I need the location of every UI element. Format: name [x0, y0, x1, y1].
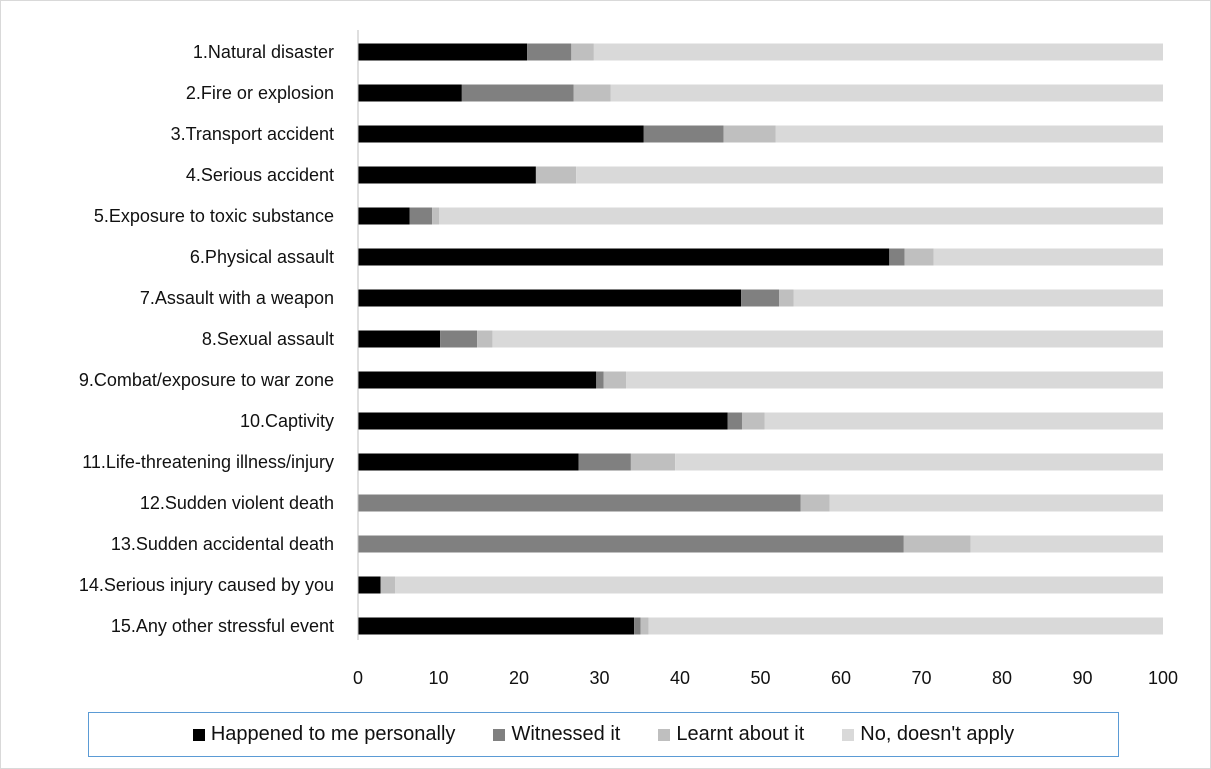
category-label: 8.Sexual assault: [202, 329, 334, 349]
bar-segment: [358, 576, 381, 594]
category-label: 6.Physical assault: [190, 247, 334, 267]
bar-segment: [358, 207, 410, 225]
legend-label: No, doesn't apply: [860, 723, 1015, 745]
category-labels: 1.Natural disaster 2.Fire or explosion 3.T…: [79, 42, 334, 636]
legend-swatch: [658, 728, 671, 741]
legend-swatch: [842, 728, 855, 741]
legend-swatch: [493, 728, 506, 741]
category-label: 12.Sudden violent death: [140, 493, 334, 513]
x-tick-label: 80: [992, 668, 1012, 688]
category-label: 11.Life-threatening illness/injury: [82, 452, 334, 472]
category-label: 7.Assault with a weapon: [140, 288, 334, 308]
bar-segment: [461, 84, 574, 102]
bar-segment: [578, 453, 631, 471]
bar-segment: [358, 494, 801, 512]
bar-segment: [358, 125, 644, 143]
x-axis: 0 10 20 30 40 50 60 70 80 90 100: [353, 30, 1178, 688]
bar-segment: [675, 453, 1163, 471]
category-label: 5.Exposure to toxic substance: [94, 206, 334, 226]
bar-segment: [358, 330, 441, 348]
bar-segment: [626, 371, 1163, 389]
bar-segment: [358, 166, 536, 184]
bar-segment: [610, 84, 1163, 102]
bar-segment: [648, 617, 1163, 635]
legend-label: Happened to me personally: [210, 723, 456, 745]
bar-segment: [829, 494, 1163, 512]
bar-segment: [573, 84, 611, 102]
bar-segment: [596, 371, 604, 389]
category-label: 13.Sudden accidental death: [111, 534, 334, 554]
bar-segment: [603, 371, 627, 389]
bar-segment: [793, 289, 1163, 307]
bar-segment: [800, 494, 830, 512]
category-label: 14.Serious injury caused by you: [79, 575, 334, 595]
x-tick-label: 100: [1148, 668, 1178, 688]
bar-segment: [630, 453, 676, 471]
bar-segment: [380, 576, 396, 594]
legend-item: Happened to me personally: [192, 723, 456, 746]
bar-segment: [723, 125, 776, 143]
x-tick-label: 60: [831, 668, 851, 688]
bar-segment: [741, 289, 780, 307]
bar-segment: [741, 412, 765, 430]
bar-segment: [904, 248, 934, 266]
bar-segment: [640, 617, 649, 635]
bar-segment: [409, 207, 433, 225]
bars-group: [358, 43, 1163, 635]
legend-label: Learnt about it: [676, 723, 805, 745]
legend-item: No, doesn't apply: [842, 723, 1014, 746]
bar-segment: [535, 166, 577, 184]
category-label: 10.Captivity: [240, 411, 334, 431]
bar-segment: [358, 453, 579, 471]
bar-segment: [440, 330, 478, 348]
category-label: 3.Transport accident: [171, 124, 334, 144]
x-tick-label: 70: [911, 668, 931, 688]
bar-segment: [477, 330, 493, 348]
bar-segment: [889, 248, 905, 266]
bar-segment: [727, 412, 742, 430]
x-tick-label: 0: [353, 668, 363, 688]
bar-segment: [358, 535, 904, 553]
bar-segment: [571, 43, 594, 61]
x-tick-label: 50: [750, 668, 770, 688]
bar-segment: [432, 207, 440, 225]
bar-segment: [358, 412, 728, 430]
bar-segment: [576, 166, 1163, 184]
bar-segment: [903, 535, 971, 553]
x-tick-label: 30: [589, 668, 609, 688]
bar-segment: [358, 289, 742, 307]
x-tick-label: 90: [1072, 668, 1092, 688]
category-label: 15.Any other stressful event: [111, 616, 334, 636]
bar-segment: [779, 289, 794, 307]
category-label: 2.Fire or explosion: [186, 83, 334, 103]
legend-swatch: [192, 728, 205, 741]
x-tick-label: 20: [509, 668, 529, 688]
bar-segment: [439, 207, 1163, 225]
bar-segment: [775, 125, 1163, 143]
bar-segment: [527, 43, 572, 61]
category-label: 4.Serious accident: [186, 165, 334, 185]
legend: Happened to me personally Witnessed it Lea…: [88, 712, 1119, 757]
bar-segment: [358, 248, 890, 266]
bar-segment: [395, 576, 1163, 594]
bar-segment: [358, 84, 462, 102]
bar-segment: [634, 617, 641, 635]
legend-label: Witnessed it: [511, 723, 621, 745]
bar-segment: [764, 412, 1163, 430]
bar-segment: [358, 371, 597, 389]
legend-item: Learnt about it: [658, 723, 804, 746]
bar-segment: [358, 617, 635, 635]
bar-segment: [643, 125, 724, 143]
legend-item: Witnessed it: [493, 723, 620, 746]
x-tick-label: 10: [428, 668, 448, 688]
bar-segment: [970, 535, 1163, 553]
x-tick-label: 40: [670, 668, 690, 688]
category-label: 9.Combat/exposure to war zone: [79, 370, 334, 390]
bar-segment: [492, 330, 1163, 348]
bar-segment: [933, 248, 1163, 266]
bar-segment: [593, 43, 1163, 61]
bar-segment: [358, 43, 528, 61]
category-label: 1.Natural disaster: [193, 42, 334, 62]
